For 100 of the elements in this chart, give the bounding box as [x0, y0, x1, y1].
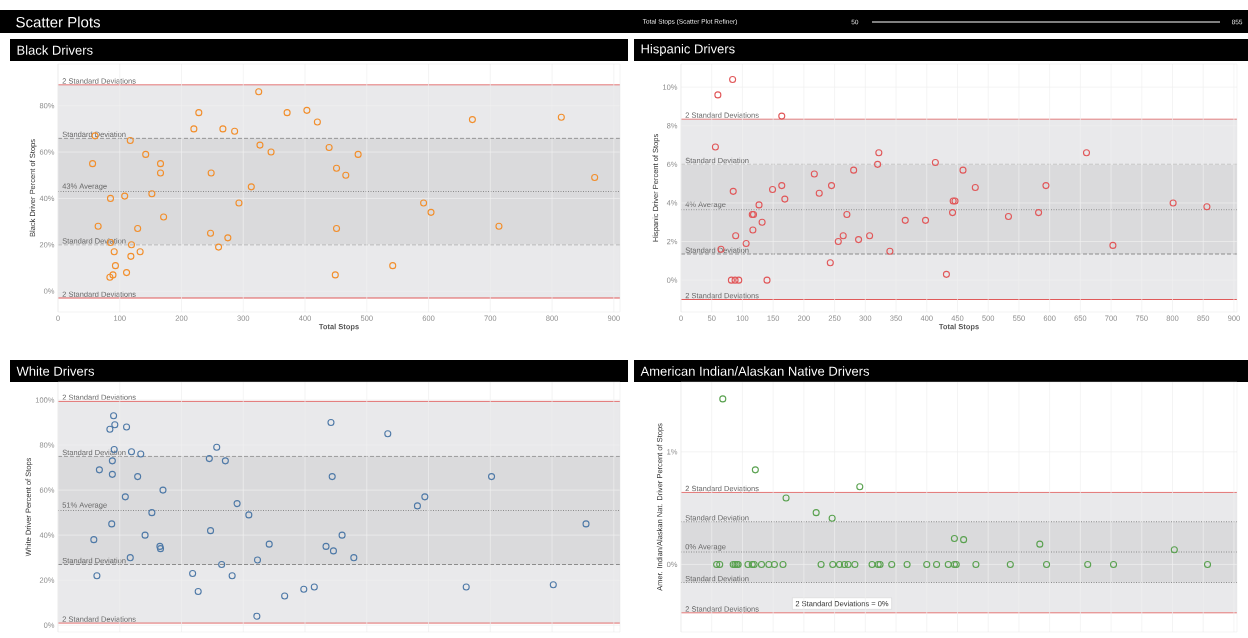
point [866, 232, 874, 240]
point [159, 486, 167, 494]
point [886, 247, 894, 255]
point [255, 88, 263, 96]
point [855, 236, 863, 244]
point [719, 395, 727, 403]
point [134, 473, 142, 481]
point [731, 276, 739, 284]
point [221, 457, 229, 465]
point [782, 494, 790, 502]
point [219, 125, 227, 133]
point [812, 509, 820, 517]
point [384, 430, 392, 438]
point [303, 106, 311, 114]
point [156, 542, 164, 550]
point [108, 457, 116, 465]
point [253, 556, 262, 564]
point [851, 560, 859, 568]
point [1203, 203, 1211, 211]
point [156, 169, 165, 177]
point [224, 234, 232, 242]
point [427, 208, 435, 216]
point [195, 109, 203, 117]
point [109, 271, 117, 279]
point [971, 183, 979, 192]
point [1170, 546, 1178, 554]
point [93, 572, 101, 580]
point [281, 592, 289, 600]
point [495, 222, 503, 230]
point [194, 587, 202, 596]
point [781, 195, 789, 203]
point [215, 243, 223, 251]
point [137, 450, 145, 458]
point [231, 127, 239, 135]
point [121, 493, 129, 501]
point [757, 560, 766, 568]
point [265, 540, 273, 548]
point [903, 560, 911, 568]
point [856, 483, 864, 491]
point [205, 455, 213, 463]
point [834, 238, 842, 246]
point [810, 170, 818, 178]
point [817, 560, 825, 568]
point [950, 534, 958, 543]
point [389, 262, 397, 270]
point [711, 143, 719, 151]
point [1004, 212, 1013, 221]
point [228, 572, 236, 580]
point [342, 171, 350, 179]
point [108, 520, 116, 528]
point [901, 216, 909, 224]
point [247, 183, 255, 191]
point [106, 273, 114, 281]
point [189, 569, 197, 577]
text: Scatter Plots [16, 16, 100, 28]
point [826, 259, 834, 267]
point [749, 226, 757, 234]
point [148, 190, 156, 198]
point [127, 241, 136, 249]
point [123, 423, 131, 431]
point [713, 560, 721, 568]
point [106, 194, 115, 202]
point [755, 201, 763, 209]
point [331, 271, 339, 279]
point [1006, 560, 1014, 568]
point [933, 560, 941, 568]
point [1043, 560, 1051, 568]
point [1042, 182, 1050, 190]
point [413, 502, 421, 510]
point [1109, 560, 1118, 568]
point [121, 192, 129, 200]
point [742, 239, 750, 248]
point [327, 418, 335, 427]
point [283, 109, 291, 117]
point [322, 542, 330, 550]
point [1035, 209, 1043, 217]
point [190, 125, 198, 133]
point [111, 421, 119, 429]
point [843, 210, 851, 219]
point [765, 560, 773, 568]
point [127, 448, 136, 456]
point [921, 216, 930, 224]
point [874, 160, 882, 168]
point [850, 166, 858, 174]
point [763, 276, 771, 284]
point [839, 232, 847, 240]
point [310, 583, 318, 591]
point [758, 218, 766, 226]
point [835, 560, 844, 568]
point [729, 187, 737, 195]
point [778, 182, 786, 190]
point [123, 269, 131, 277]
point [160, 213, 168, 221]
point [840, 560, 848, 568]
point [94, 222, 102, 230]
point [206, 527, 215, 535]
point [729, 75, 737, 83]
point [218, 560, 226, 568]
point [235, 199, 243, 207]
point [972, 560, 980, 568]
